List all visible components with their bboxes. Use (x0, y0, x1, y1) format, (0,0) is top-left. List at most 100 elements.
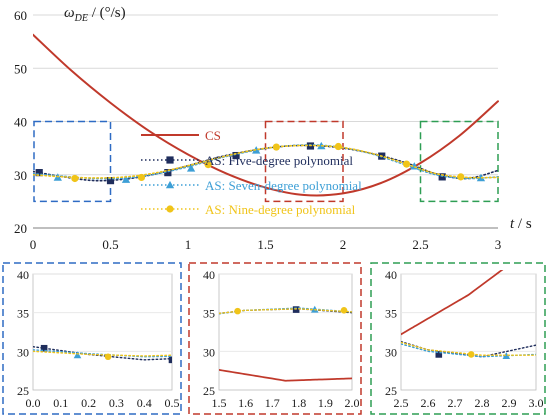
inset-y-tick-label: 30 (17, 345, 29, 359)
marker-triangle (502, 352, 511, 360)
marker-triangle (186, 164, 196, 172)
marker-square (40, 344, 48, 352)
inset-y-tick-label: 30 (203, 345, 215, 359)
legend: CS AS: Five-degree polynomial AS: Seven-de… (141, 128, 362, 217)
inset-y-tick-label: 35 (385, 307, 397, 321)
series-line-cs (219, 369, 352, 382)
legend-label: CS (205, 128, 221, 143)
marker-circle (234, 307, 241, 315)
series-markers (467, 351, 475, 358)
inset-x-tick-label: 2.0 (345, 396, 360, 410)
inset-x-tick-label: 0.0 (26, 396, 41, 410)
inset-x-tick-label: 1.5 (212, 396, 227, 410)
y-axis-title-subscript: DE (74, 13, 88, 24)
inset-x-tick-label: 1.9 (318, 396, 333, 410)
inset-y-tick-label: 40 (17, 268, 29, 282)
marker-circle (457, 173, 465, 181)
inset-y-tick-label: 40 (385, 268, 397, 282)
zoom-box (33, 120, 112, 203)
y-axis-title-symbol: ω (64, 5, 75, 21)
series-markers (502, 352, 511, 360)
marker-triangle (73, 351, 82, 359)
x-tick-label: 2.5 (412, 237, 428, 252)
inset-x-tick-label: 2.9 (502, 396, 517, 410)
series-markers (73, 351, 82, 359)
inset-x-tick-label: 2.8 (475, 396, 490, 410)
x-axis-title-symbol: t (510, 216, 515, 232)
marker-circle (204, 161, 212, 169)
y-tick-label: 40 (14, 115, 27, 130)
series-line-as-nine-degree-polynomial (33, 144, 499, 179)
legend-label: AS: Five-degree polynomial (205, 153, 353, 168)
x-tick-label: 2 (340, 237, 347, 252)
marker-circle (340, 307, 348, 314)
marker-circle (104, 353, 112, 361)
inset-x-tick-label: 1.8 (291, 396, 306, 410)
legend-item: AS: Five-degree polynomial (141, 153, 353, 168)
inset-x-tick-label: 3.0 (529, 396, 544, 410)
series-line-as-nine-degree-polynomial (33, 350, 172, 357)
inset-y-tick-label: 35 (203, 307, 215, 321)
inset-y-tick-label: 25 (17, 384, 29, 398)
inset-x-tick-label: 2.5 (394, 396, 409, 410)
series-markers (71, 142, 465, 183)
marker-square (292, 306, 300, 313)
zoom-inset: 25 30 35 40 2.5 2.6 2.7 2.8 2.9 3.0 (370, 262, 546, 415)
zoom-inset: 25 30 35 40 0.0 0.1 0.2 0.3 0.4 0.5 (2, 148, 182, 415)
series-line-cs (401, 270, 504, 336)
marker-square (164, 169, 172, 177)
series-markers (40, 344, 172, 364)
marker-circle (71, 174, 79, 183)
legend-label: AS: Nine-degree polynomial (205, 202, 356, 217)
series-line-as-five-degree-polynomial (33, 345, 172, 361)
series-markers (104, 353, 112, 361)
marker-square (232, 151, 240, 160)
inset-x-tick-label: 1.6 (238, 396, 253, 410)
main-plot: 20 30 40 50 60 0 0.5 1 1.5 2 2.5 3 ωDE / (°/s) t / s (14, 5, 532, 252)
inset-x-tick-label: 2.7 (448, 396, 463, 410)
marker-circle (272, 143, 280, 151)
inset-y-tick-label: 40 (203, 268, 215, 282)
inset-x-tick-label: 1.7 (265, 396, 280, 410)
inset-y-tick-label: 30 (385, 345, 397, 359)
marker-triangle (165, 180, 175, 189)
marker-square (35, 169, 43, 177)
inset-x-tick-label: 0.4 (137, 396, 152, 410)
inset-y-tick-label: 35 (17, 307, 29, 321)
x-tick-label: 1.5 (257, 237, 273, 252)
legend-label: AS: Seven-degree polynomial (205, 178, 362, 193)
inset-x-tick-label: 0.2 (81, 396, 96, 410)
marker-square (435, 351, 443, 358)
zoom-inset: 25 30 35 40 1.5 1.6 1.7 1.8 1.9 2.0 (188, 262, 362, 415)
marker-triangle (121, 175, 131, 183)
x-tick-label: 0.5 (102, 237, 118, 252)
x-tick-label: 0 (30, 237, 37, 252)
y-tick-label: 60 (14, 8, 27, 23)
y-tick-label: 50 (14, 61, 27, 76)
y-axis-title-unit: / (°/s) (88, 5, 126, 21)
marker-circle (467, 351, 475, 358)
marker-square (106, 177, 115, 185)
x-tick-label: 3 (495, 237, 502, 252)
y-tick-label: 30 (14, 168, 27, 183)
marker-square (166, 156, 174, 164)
marker-square (168, 356, 172, 364)
inset-x-tick-label: 0.3 (109, 396, 124, 410)
y-tick-label: 20 (14, 221, 27, 236)
series-markers (234, 307, 348, 315)
inset-y-tick-label: 25 (385, 384, 397, 398)
series-markers (292, 306, 300, 313)
series-line-cs (33, 148, 172, 247)
x-axis-title-unit: / s (514, 216, 532, 232)
series-markers (435, 351, 443, 358)
marker-circle (166, 205, 174, 213)
series-line-cs (33, 33, 499, 197)
inset-border (188, 262, 362, 415)
legend-item: AS: Seven-degree polynomial (141, 178, 362, 193)
inset-border (370, 262, 546, 415)
inset-y-tick-label: 25 (203, 384, 215, 398)
legend-item: AS: Nine-degree polynomial (141, 202, 356, 217)
inset-border (2, 262, 182, 415)
